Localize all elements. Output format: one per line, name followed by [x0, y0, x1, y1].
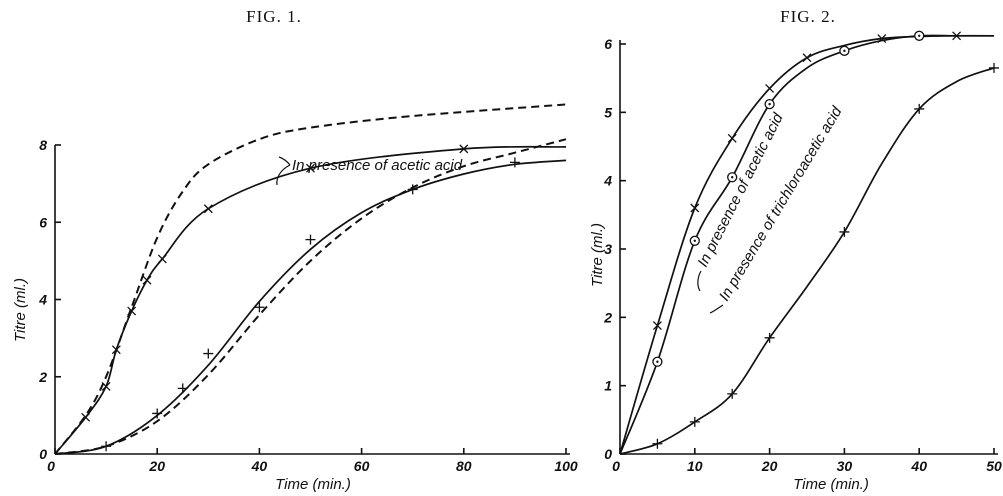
figure-2-chart: FIG. 2. Time (min.) Titre (ml.) In prese… [589, 7, 1002, 493]
figure-2-series-2-point [764, 98, 775, 110]
figure-2-x-tick-label: 20 [761, 458, 778, 474]
figure-2-series-3-line [619, 67, 995, 455]
figure-2-series-1-point [727, 133, 737, 143]
figure-2-series-2-point [839, 45, 850, 56]
figure-2-series-3-point [914, 103, 925, 114]
figure-2-y-tick-label: 4 [603, 173, 612, 189]
figure-1-ylabel: Titre (ml.) [12, 278, 29, 342]
figure-1-y-tick-label: 4 [38, 292, 47, 308]
figure-1-series-1-point [157, 254, 167, 264]
figure-2-series-3-point [764, 332, 775, 343]
figure-1-x-tick-label: 60 [354, 458, 370, 474]
figure-1-x-tick-label: 100 [554, 458, 578, 474]
figure-1-series-2-point [152, 408, 163, 419]
figure-1-y-tick-label: 0 [39, 446, 47, 462]
figure-2-series-1-point [802, 53, 812, 63]
figure-2-ylabel: Titre (ml.) [589, 223, 606, 287]
figure-2-annotation-acetic: In presence of acetic acid [694, 110, 787, 270]
figure-2: FIG. 2. Time (min.) Titre (ml.) In prese… [580, 0, 1003, 496]
figure-1-x-tick-label: 0 [47, 458, 55, 474]
figure-2-series-3-point [652, 438, 663, 449]
figure-2-series-1-point [690, 203, 700, 213]
figure-1: FIG. 1. Time (min.) Titre (ml.) In prese… [12, 7, 578, 493]
figure-2-series-3-point [689, 416, 700, 427]
figure-2-x-tick-label: 0 [612, 458, 620, 474]
figure-1-annotation-acetic: In presence of acetic acid [292, 157, 463, 174]
figure-1-series-2-point [305, 234, 316, 245]
figure-1-series-2-point [407, 184, 418, 195]
figure-1-series-4-line [54, 138, 567, 455]
figure-2-y-tick-label: 2 [603, 309, 612, 325]
figure-1-series-2-point [177, 383, 188, 394]
figure-1-series-1-point [203, 204, 213, 214]
figure-1-annotation-leader-solid [276, 164, 291, 186]
figure-1-series-3-line [54, 103, 567, 455]
figure-2-x-tick-label: 30 [837, 458, 853, 474]
figure-2-x-tick-label: 40 [910, 458, 927, 474]
figure-2-series-1-point [652, 321, 662, 330]
figure-1-y-tick-label: 2 [38, 369, 47, 385]
figure-1-series-1-point [459, 144, 469, 154]
figure-1-series-2-point [509, 157, 520, 168]
figure-1-series-2-point [101, 441, 112, 452]
figure-2-annotation-leader-acetic [697, 270, 702, 292]
figure-2-series-2-line [619, 34, 994, 455]
figure-2-y-tick-label: 6 [604, 36, 612, 52]
figure-1-chart: FIG. 1. Time (min.) Titre (ml.) In prese… [12, 7, 578, 493]
figure-1-series-1-point [306, 163, 315, 173]
figure-1-x-tick-label: 20 [148, 458, 165, 474]
figure-2-x-tick-label: 10 [687, 458, 703, 474]
figure-1-xlabel: Time (min.) [275, 476, 351, 493]
figure-2-series-3-point [839, 226, 850, 237]
figure-1-x-tick-label: 40 [251, 458, 268, 474]
figure-2-series-2-point [727, 172, 738, 183]
figure-2-series-2-point [652, 356, 663, 367]
figure-2-series-2-point [914, 30, 925, 41]
figure-1-title: FIG. 1. [246, 7, 302, 26]
figure-2-y-tick-label: 5 [604, 104, 612, 120]
figure-2-annotation-leader-trichloroacetic [709, 304, 724, 314]
figure-2-series-3-point [989, 62, 999, 73]
figure-2-series-3-point [727, 388, 738, 399]
figure-2-y-tick-label: 1 [604, 378, 612, 394]
figure-1-series-1-line [54, 145, 567, 455]
figure-2-series-2-point [689, 235, 700, 246]
figure-1-y-tick-label: 8 [39, 137, 47, 153]
figure-2-y-tick-label: 0 [604, 446, 612, 462]
figure-1-annotation-leader-dashed [278, 156, 291, 166]
figure-1-series-2-point [254, 302, 265, 313]
figure-1-series-2-point [203, 348, 214, 359]
figure-1-y-tick-label: 6 [39, 214, 47, 230]
figure-2-xlabel: Time (min.) [793, 476, 869, 493]
figure-2-series-1-line [619, 34, 995, 455]
figure-1-series-1-point [142, 275, 152, 285]
figure-1-series-2-line [54, 159, 567, 455]
figure-1-x-tick-label: 80 [456, 458, 472, 474]
figure-2-title: FIG. 2. [780, 7, 836, 26]
figure-2-x-tick-label: 50 [986, 458, 1002, 474]
figure-2-y-tick-label: 3 [604, 241, 612, 257]
figure-2-series-1-point [765, 83, 775, 93]
